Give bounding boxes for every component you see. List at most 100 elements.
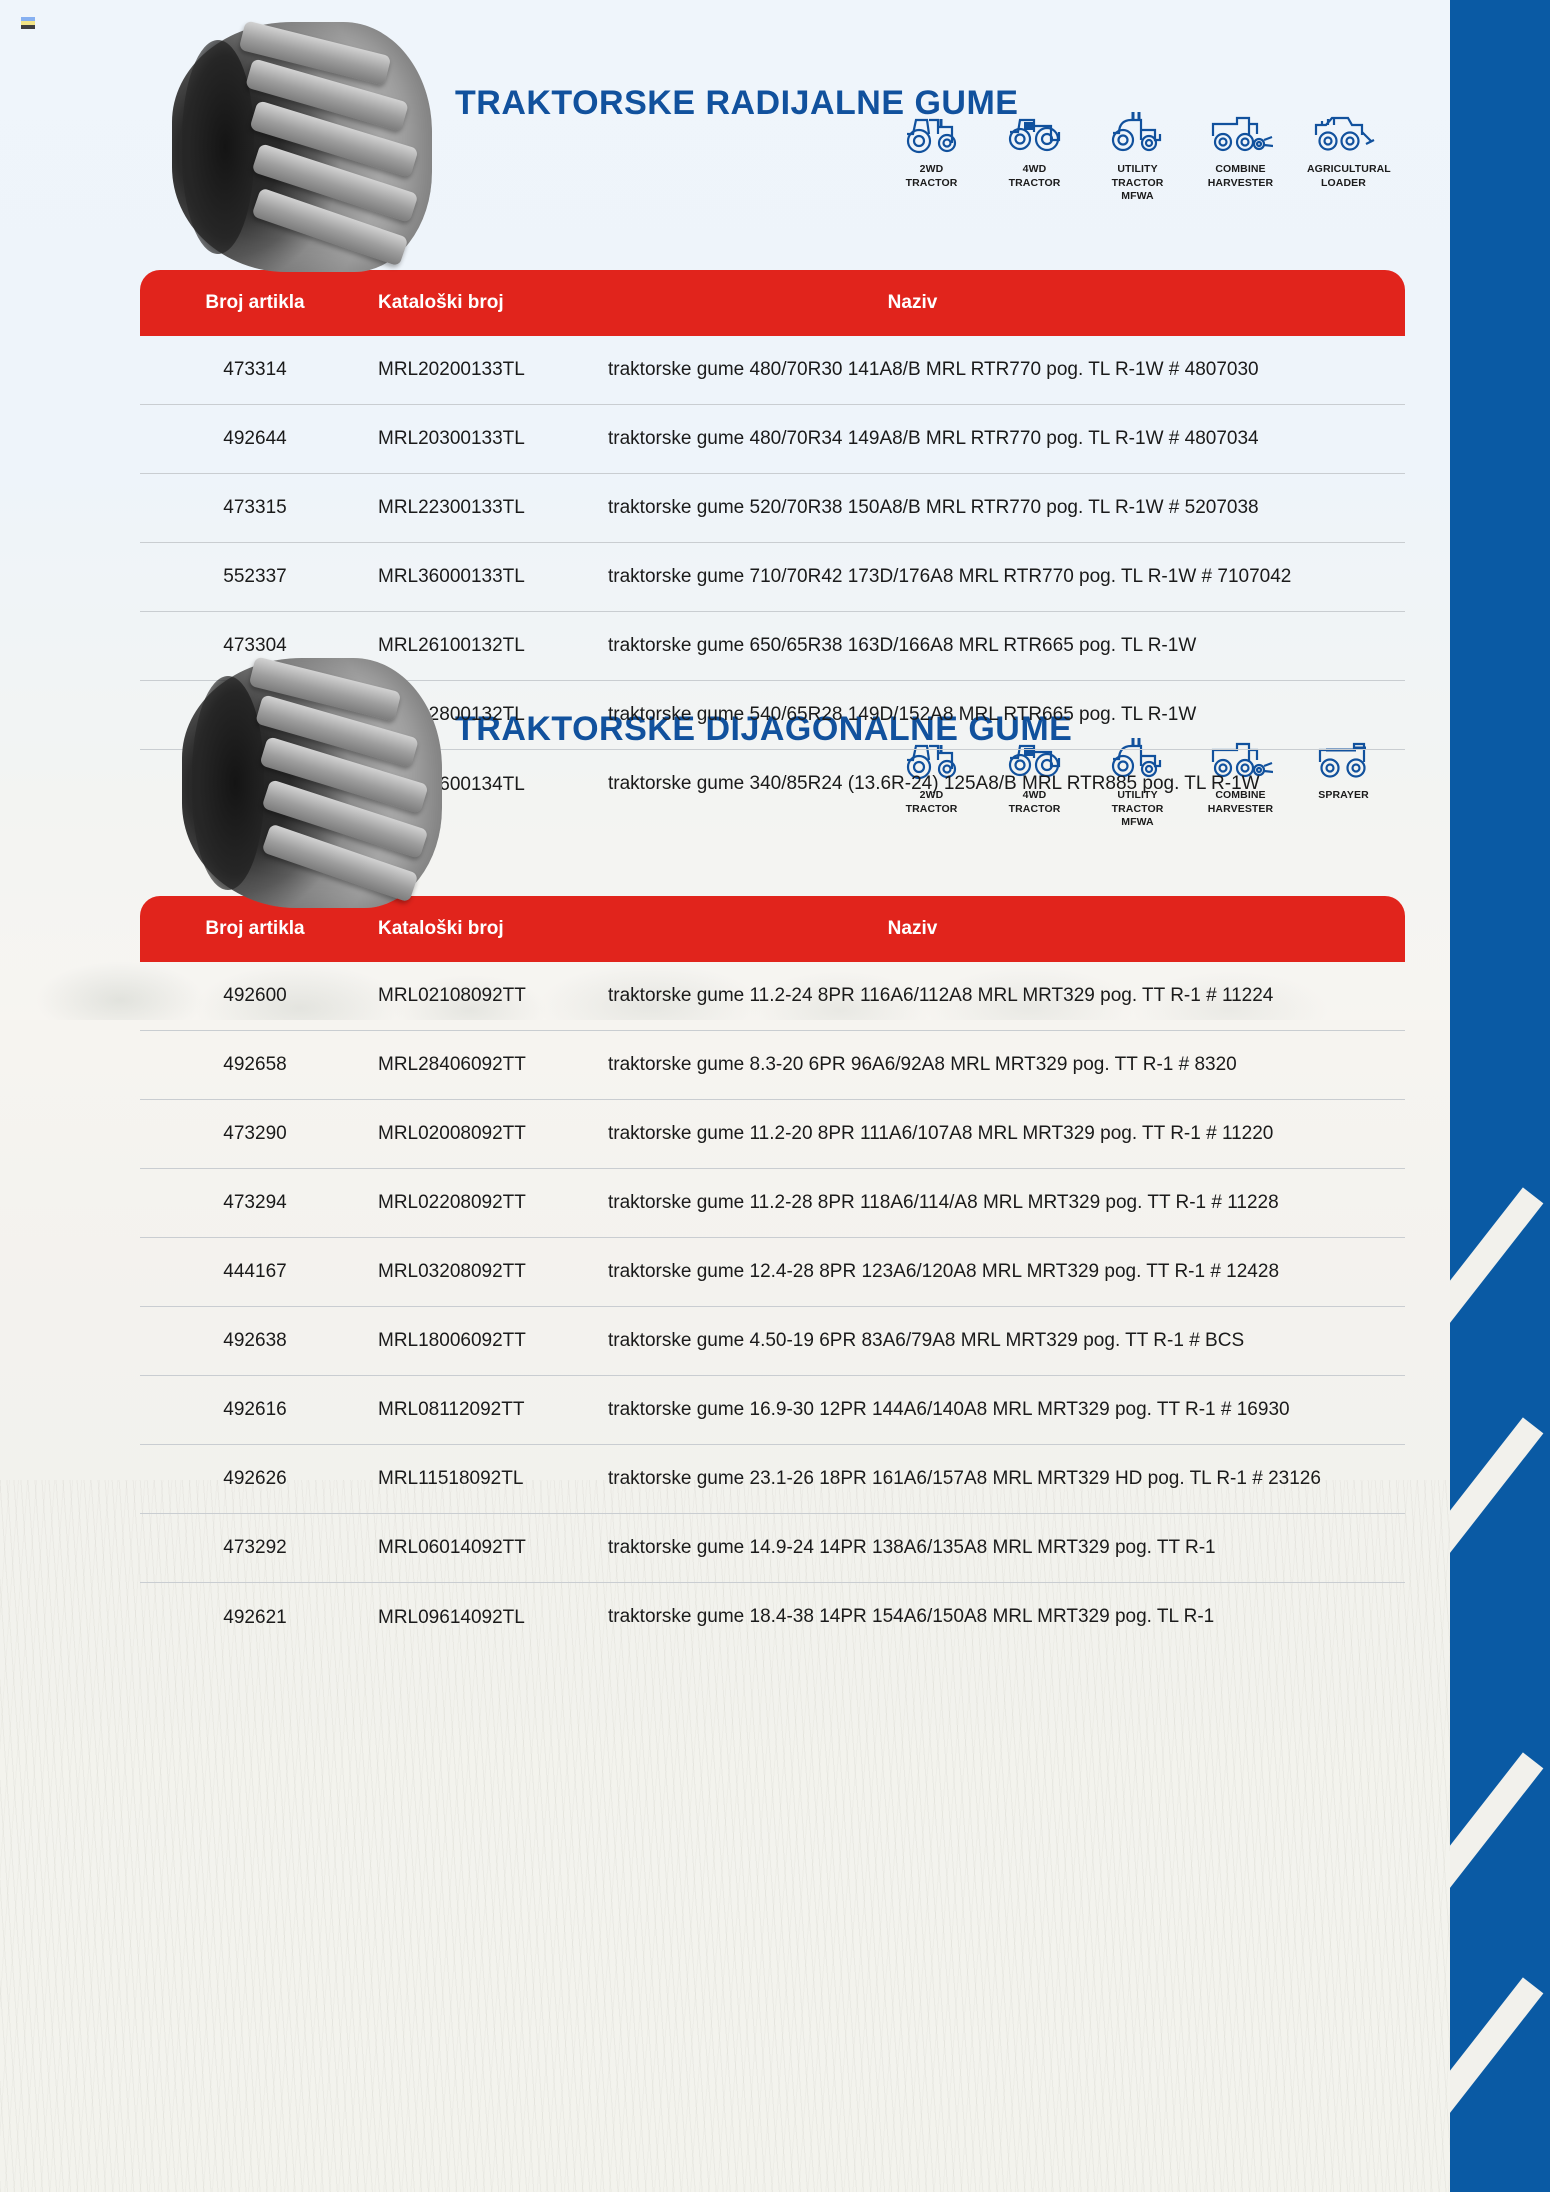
cell-catalog-number: MRL22300133TL — [378, 497, 525, 518]
table-row: 444167 MRL03208092TT traktorske gume 12.4-… — [140, 1238, 1405, 1307]
2wd-tractor-icon — [906, 744, 956, 780]
table-row: 473314 MRL20200133TL traktorske gume 480/7… — [140, 336, 1405, 405]
cell-catalog-number: MRL03208092TT — [378, 1261, 526, 1282]
diagonal-tyres-table: Broj artikla Kataloški broj Naziv 492600… — [140, 896, 1405, 1652]
color-calibration-mark — [21, 17, 35, 29]
tractor-tyre-photo — [172, 20, 432, 272]
cell-article-number: 492638 — [223, 1330, 287, 1351]
table-row: 492644 MRL20300133TL traktorske gume 480/7… — [140, 405, 1405, 474]
table-header-row: Broj artikla Kataloški broj Naziv — [140, 270, 1405, 336]
icon-label: COMBINE HARVESTER — [1207, 789, 1274, 815]
cell-name: traktorske gume 710/70R42 173D/176A8 MRL… — [608, 565, 1292, 587]
icon-label: 2WD TRACTOR — [905, 789, 958, 815]
cell-name: traktorske gume 12.4-28 8PR 123A6/120A8 … — [608, 1260, 1280, 1282]
icon-cell: COMBINE HARVESTER — [1204, 110, 1277, 190]
vehicle-type-icon-row: 2WD TRACTOR 4WD TRACTOR UTILITY TRACTOR … — [895, 736, 1380, 830]
cell-catalog-number: MRL09614092TL — [378, 1606, 525, 1628]
column-header-name: Naziv — [887, 918, 938, 939]
stripe-slash-icon — [1450, 1417, 1544, 1592]
stripe-slash-icon — [1450, 1752, 1544, 1927]
section-title: TRAKTORSKE DIJAGONALNE GUME — [455, 708, 1072, 751]
cell-catalog-number: MRL02208092TT — [378, 1192, 526, 1213]
icon-cell: AGRICULTURAL LOADER — [1307, 110, 1391, 190]
cell-name: traktorske gume 14.9-24 14PR 138A6/135A8… — [608, 1536, 1216, 1558]
cell-article-number: 492600 — [223, 985, 287, 1006]
table-body: 492600 MRL02108092TT traktorske gume 11.2-… — [140, 962, 1405, 1652]
icon-cell: 4WD TRACTOR — [998, 736, 1071, 816]
cell-article-number: 473292 — [223, 1537, 287, 1558]
table-row: 473304 MRL26100132TL traktorske gume 650/6… — [140, 612, 1405, 681]
cell-article-number: 473294 — [223, 1192, 287, 1213]
stripe-slash-icon — [1450, 1977, 1544, 2152]
4wd-tractor-icon — [1008, 744, 1060, 778]
table-row: 473292 MRL06014092TT traktorske gume 14.9-… — [140, 1514, 1405, 1583]
tractor-tyre-photo — [182, 656, 442, 908]
cell-name: traktorske gume 520/70R38 150A8/B MRL RT… — [608, 496, 1259, 518]
cell-name: traktorske gume 11.2-24 8PR 116A6/112A8 … — [608, 984, 1274, 1006]
icon-cell: COMBINE HARVESTER — [1204, 736, 1277, 816]
cell-article-number: 492621 — [223, 1606, 287, 1628]
column-header-name: Naziv — [887, 292, 938, 313]
vehicle-type-icon-row: 2WD TRACTOR 4WD TRACTOR UTILITY TRACTOR … — [895, 110, 1391, 204]
cell-name: traktorske gume 4.50-19 6PR 83A6/79A8 MR… — [608, 1329, 1245, 1351]
cell-name: traktorske gume 11.2-28 8PR 118A6/114/A8… — [608, 1191, 1279, 1213]
cell-name: traktorske gume 23.1-26 18PR 161A6/157A8… — [608, 1467, 1321, 1489]
icon-label: 2WD TRACTOR — [905, 163, 958, 189]
table-body: 473314 MRL20200133TL traktorske gume 480/7… — [140, 336, 1405, 819]
cell-name: traktorske gume 480/70R30 141A8/B MRL RT… — [608, 358, 1259, 380]
cell-catalog-number: MRL36000133TL — [378, 566, 525, 587]
utility-tractor-icon — [1111, 112, 1161, 152]
cell-name: traktorske gume 540/65R28 149D/152A8 MRL… — [608, 703, 1197, 725]
icon-label: UTILITY TRACTOR MFWA — [1111, 163, 1164, 203]
cell-article-number: 492616 — [223, 1399, 287, 1420]
icon-label: COMBINE HARVESTER — [1207, 163, 1274, 189]
cell-catalog-number: MRL20300133TL — [378, 428, 525, 449]
cell-catalog-number: MRL11518092TL — [378, 1468, 524, 1489]
cell-catalog-number: MRL02008092TT — [378, 1123, 526, 1144]
icon-cell: 2WD TRACTOR — [895, 736, 968, 816]
cell-article-number: 492626 — [223, 1468, 287, 1489]
icon-cell: UTILITY TRACTOR MFWA — [1101, 110, 1174, 204]
column-header-article-number: Broj artikla — [205, 918, 305, 939]
cell-name: traktorske gume 340/85R24 (13.6R-24) 125… — [608, 773, 1260, 795]
cell-article-number: 492658 — [223, 1054, 287, 1075]
cell-catalog-number: MRL08112092TT — [378, 1399, 525, 1420]
cell-name: traktorske gume 16.9-30 12PR 144A6/140A8… — [608, 1398, 1290, 1420]
section-title-text: TRAKTORSKE DIJAGONALNE GUME — [455, 710, 1073, 748]
cell-catalog-number: MRL18006092TT — [378, 1330, 526, 1351]
combine-harvester-icon — [1211, 742, 1273, 778]
right-blue-stripe — [1450, 0, 1550, 2192]
utility-tractor-icon — [1111, 738, 1161, 778]
column-header-catalog-number: Kataloški broj — [378, 918, 504, 939]
column-header-catalog-number: Kataloški broj — [378, 292, 504, 313]
table-row: 473315 MRL22300133TL traktorske gume 520/7… — [140, 474, 1405, 543]
icon-label: UTILITY TRACTOR MFWA — [1111, 789, 1164, 829]
4wd-tractor-icon — [1008, 118, 1060, 152]
grass-texture-background — [0, 1480, 1450, 2192]
icon-label: 4WD TRACTOR — [1008, 789, 1061, 815]
cell-catalog-number: MRL26100132TL — [378, 635, 525, 656]
2wd-tractor-icon — [906, 118, 956, 154]
cell-name: traktorske gume 11.2-20 8PR 111A6/107A8 … — [608, 1122, 1274, 1144]
cell-name: traktorske gume 18.4-38 14PR 154A6/150A8… — [608, 1606, 1215, 1628]
cell-article-number: 473315 — [223, 497, 287, 518]
table-row: 473294 MRL02208092TT traktorske gume 11.2-… — [140, 1169, 1405, 1238]
cell-name: traktorske gume 480/70R34 149A8/B MRL RT… — [608, 427, 1259, 449]
cell-catalog-number: MRL02108092TT — [378, 985, 526, 1006]
icon-cell: 2WD TRACTOR — [895, 110, 968, 190]
icon-cell: 4WD TRACTOR — [998, 110, 1071, 190]
cell-catalog-number: MRL28406092TT — [378, 1054, 526, 1075]
cell-article-number: 552337 — [223, 566, 287, 587]
stripe-slash-icon — [1450, 1187, 1544, 1362]
cell-article-number: 492644 — [223, 428, 287, 449]
table-row: 492638 MRL18006092TT traktorske gume 4.50-… — [140, 1307, 1405, 1376]
icon-label: 4WD TRACTOR — [1008, 163, 1061, 189]
icon-label: AGRICULTURAL LOADER — [1307, 163, 1391, 189]
section-title-text: TRAKTORSKE RADIJALNE GUME — [455, 84, 1019, 122]
sprayer-icon — [1318, 742, 1366, 778]
table-row: 552337 MRL36000133TL traktorske gume 710/7… — [140, 543, 1405, 612]
table-row: 492626 MRL11518092TL traktorske gume 23.1-… — [140, 1445, 1405, 1514]
table-row: 473290 MRL02008092TT traktorske gume 11.2-… — [140, 1100, 1405, 1169]
cell-catalog-number: MRL20200133TL — [378, 359, 525, 380]
cell-article-number: 473304 — [223, 635, 287, 656]
